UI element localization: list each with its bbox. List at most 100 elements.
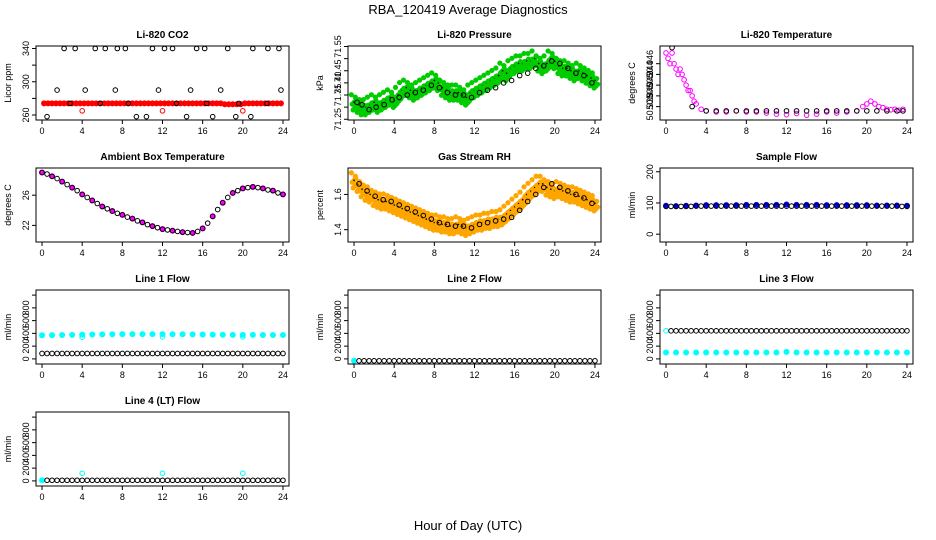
x-tick-label: 8 bbox=[120, 126, 125, 136]
series-2-point bbox=[265, 350, 271, 357]
series-0-point bbox=[685, 87, 691, 94]
series-2-point bbox=[265, 477, 271, 484]
series-1-point bbox=[366, 358, 372, 364]
series-2-point bbox=[214, 477, 221, 484]
y-tick-label: 26 bbox=[21, 190, 31, 200]
series-2-point bbox=[189, 350, 196, 357]
x-tick-label: 0 bbox=[664, 370, 669, 380]
series-1-point bbox=[431, 358, 438, 364]
series-2-point bbox=[54, 350, 60, 357]
series-0-point bbox=[581, 65, 587, 71]
y-tick-label: 260 bbox=[21, 107, 31, 122]
series-2-point bbox=[129, 350, 136, 357]
series-1-point bbox=[708, 203, 715, 209]
series-2-point bbox=[149, 477, 156, 484]
series-1-point bbox=[506, 358, 513, 364]
series-1-point bbox=[565, 188, 571, 194]
series-0-point bbox=[380, 191, 387, 197]
series-2-point bbox=[728, 328, 735, 334]
series-1-point bbox=[420, 212, 427, 219]
y-axis-label: ml/min bbox=[627, 192, 637, 219]
series-0-point bbox=[541, 183, 544, 185]
y-tick-label: 340 bbox=[21, 41, 31, 56]
series-2-point bbox=[255, 350, 261, 357]
series-3-point bbox=[278, 87, 284, 93]
series-2-point bbox=[54, 477, 60, 484]
series-1-point bbox=[783, 108, 790, 114]
series-1-point bbox=[773, 108, 780, 114]
series-0-point bbox=[773, 111, 780, 117]
series-0-point bbox=[269, 331, 276, 338]
series-0-point bbox=[139, 331, 146, 338]
series-1-point bbox=[481, 358, 488, 364]
series-1-point bbox=[549, 58, 555, 64]
series-1-point bbox=[371, 358, 377, 364]
series-0-point bbox=[505, 72, 508, 74]
series-1-point bbox=[486, 358, 493, 364]
y-axis-label: ml/min bbox=[315, 314, 325, 341]
series-2-point bbox=[184, 477, 191, 484]
series-2-point bbox=[92, 46, 99, 52]
series-1-point bbox=[688, 203, 694, 210]
series-0-point bbox=[351, 357, 358, 364]
series-0-point bbox=[425, 218, 428, 220]
x-tick-label: 12 bbox=[469, 370, 479, 380]
series-0-point bbox=[49, 332, 56, 339]
series-2-point bbox=[280, 477, 286, 484]
panel-ambient-box-temperature: Ambient Box Temperature 0 4 8 12 16 20 24 22 26 de… bbox=[3, 152, 290, 258]
y-tick-label: 400 bbox=[645, 326, 655, 341]
y-tick-label: 200 bbox=[21, 461, 31, 476]
series-1-point bbox=[869, 203, 875, 209]
series-1-point bbox=[468, 225, 475, 231]
series-0-point bbox=[565, 60, 571, 66]
series-2-point bbox=[718, 328, 725, 334]
series-1-point bbox=[396, 358, 403, 364]
series-2-point bbox=[858, 328, 865, 334]
series-2-point bbox=[280, 350, 286, 357]
series-0-point bbox=[445, 223, 448, 226]
series-1-point bbox=[381, 101, 387, 108]
series-1-point bbox=[444, 221, 451, 228]
series-0-point bbox=[384, 193, 391, 199]
panel-title: Li-820 Temperature bbox=[741, 30, 833, 41]
series-1-point bbox=[516, 358, 523, 364]
series-0-point bbox=[421, 208, 427, 215]
series-2-point bbox=[688, 328, 694, 334]
series-2-point bbox=[84, 477, 91, 484]
series-0-point bbox=[903, 349, 910, 356]
series-1-point bbox=[79, 191, 85, 198]
x-tick-label: 16 bbox=[510, 248, 520, 258]
series-2-point bbox=[201, 46, 208, 52]
x-tick-label: 16 bbox=[510, 126, 520, 136]
series-2-point bbox=[773, 328, 780, 334]
series-1-point bbox=[124, 214, 131, 220]
x-tick-label: 4 bbox=[80, 370, 85, 380]
series-0-point bbox=[437, 77, 443, 83]
series-0-point bbox=[683, 349, 690, 356]
series-2-point bbox=[224, 350, 231, 357]
series-1-point bbox=[573, 191, 579, 198]
series-2-point bbox=[194, 477, 201, 484]
series-0-point bbox=[409, 89, 412, 91]
series-1-point bbox=[275, 190, 281, 196]
x-tick-label: 16 bbox=[198, 248, 208, 258]
series-1-point bbox=[376, 358, 382, 364]
series-0-point bbox=[437, 214, 443, 220]
series-1-point bbox=[823, 108, 830, 114]
series-1-point bbox=[703, 108, 709, 114]
series-2-point bbox=[179, 477, 186, 484]
series-0-point bbox=[417, 214, 420, 217]
series-1-point bbox=[778, 203, 785, 209]
series-2-point bbox=[753, 328, 760, 334]
series-2-point bbox=[159, 477, 166, 484]
data-points bbox=[39, 331, 286, 357]
series-1-point bbox=[144, 221, 151, 228]
x-tick-label: 0 bbox=[664, 126, 669, 136]
series-0-point bbox=[565, 184, 571, 190]
series-1-point bbox=[356, 358, 362, 364]
series-1-point bbox=[54, 175, 60, 182]
y-tick-label: 50.938 bbox=[645, 93, 655, 121]
series-1-point bbox=[154, 224, 161, 231]
x-tick-label: 4 bbox=[392, 248, 397, 258]
series-2-point bbox=[49, 350, 55, 357]
